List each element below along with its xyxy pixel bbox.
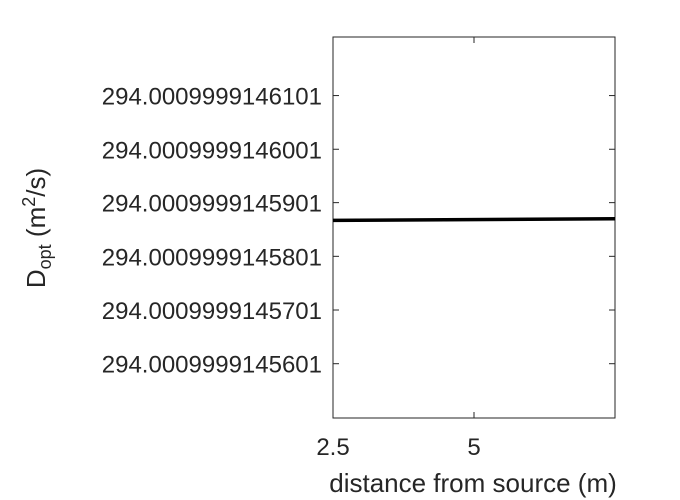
x-axis-ticks: 2.5 5 — [316, 37, 481, 461]
y-tick-label: 294.0009999145801 — [102, 244, 322, 271]
series-layer — [332, 217, 616, 223]
y-axis-label-subscript: opt — [35, 244, 55, 269]
y-axis-label-superscript: 2 — [19, 197, 39, 207]
x-axis-label: distance from source (m) — [329, 468, 617, 498]
plot-area: 2.5 5 294.0009999145601294.00099991457012… — [102, 36, 616, 461]
y-tick-label: 294.0009999145601 — [102, 352, 322, 379]
y-tick-label: 294.0009999145901 — [102, 191, 322, 218]
x-tick-label: 5 — [467, 434, 480, 461]
y-axis-label-main: D — [21, 269, 51, 288]
series-line — [332, 217, 616, 223]
y-tick-label: 294.0009999146101 — [102, 84, 322, 111]
y-axis-label-units-suffix: /s) — [21, 168, 51, 197]
x-tick-label: 2.5 — [316, 434, 349, 461]
y-axis-label-units-prefix: (m — [21, 207, 51, 245]
y-axis-label: Dopt (m2/s) — [19, 168, 55, 288]
y-axis-ticks: 294.0009999145601 294.0009999145701 294.00… — [102, 84, 615, 379]
y-tick-label: 294.0009999145701 — [102, 298, 322, 325]
y-tick-label: 294.0009999146001 — [102, 137, 322, 164]
